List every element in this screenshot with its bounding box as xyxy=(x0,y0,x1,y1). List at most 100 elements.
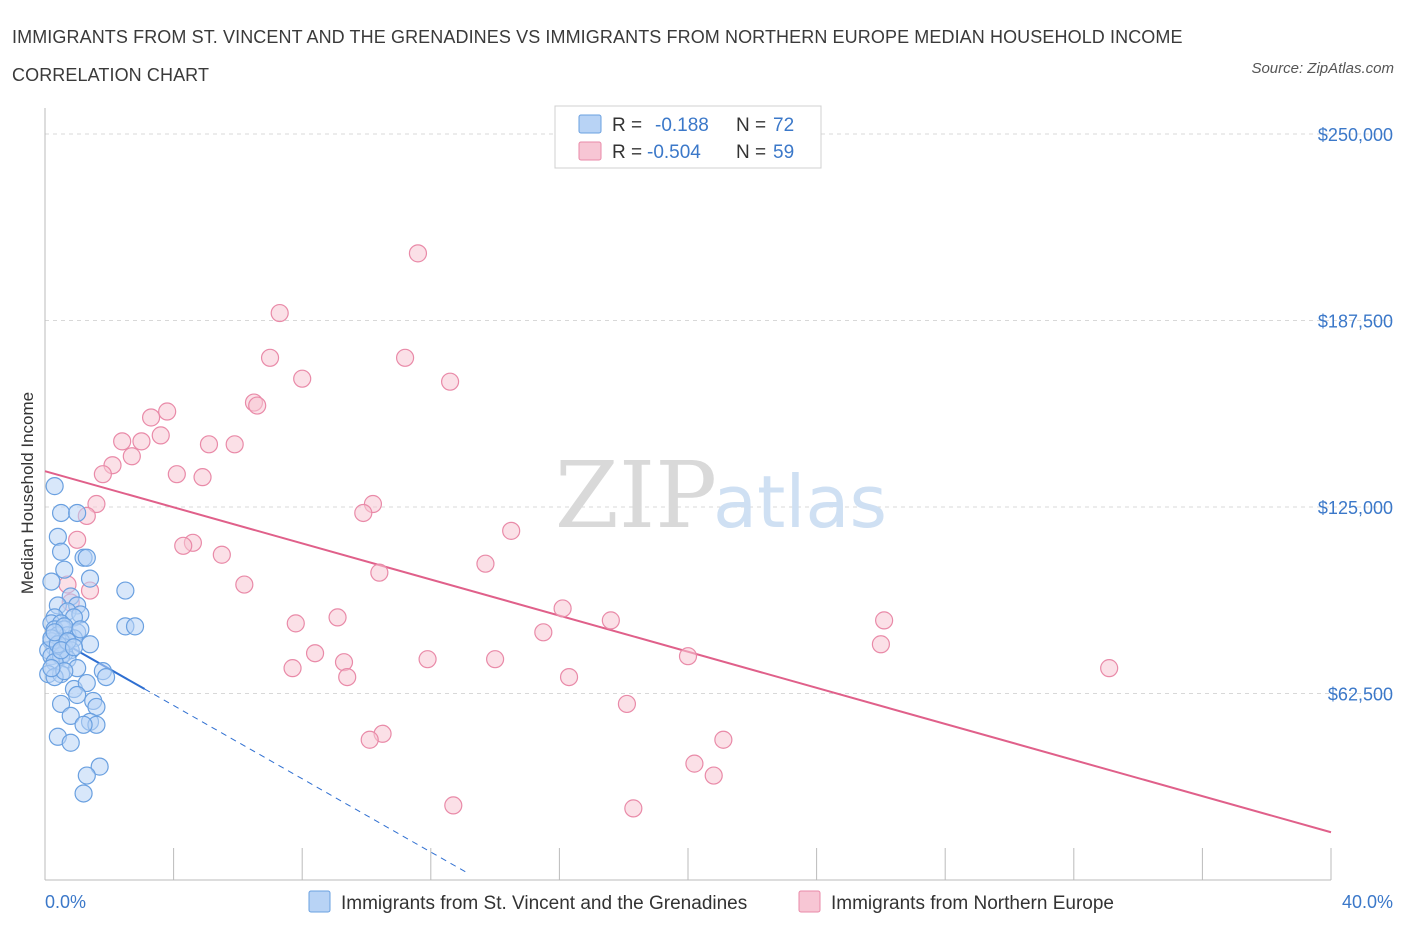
data-point-blue xyxy=(42,659,61,678)
data-point-blue xyxy=(61,706,80,725)
trend-line-blue-dashed xyxy=(144,688,470,875)
data-point-pink xyxy=(685,754,704,773)
data-point-pink xyxy=(395,348,415,367)
data-point-pink xyxy=(678,647,698,666)
data-point-blue xyxy=(125,617,145,636)
legend: R = -0.188 N = 72 R = -0.504 N = 59 xyxy=(554,105,822,169)
legend-r-label: R = xyxy=(612,115,642,136)
data-point-pink xyxy=(534,623,553,642)
legend-r-value-pink: -0.504 xyxy=(647,142,701,163)
y-tick-label: $62,500 xyxy=(1328,685,1393,705)
data-point-pink xyxy=(167,465,186,484)
data-point-blue xyxy=(45,477,64,496)
data-point-pink xyxy=(158,402,177,421)
data-point-pink xyxy=(624,799,643,818)
data-point-pink xyxy=(132,432,151,451)
data-point-pink xyxy=(212,545,231,564)
legend-swatch-pink xyxy=(578,141,602,161)
data-point-blue xyxy=(42,572,61,591)
data-point-blue xyxy=(64,638,84,657)
data-point-pink xyxy=(444,796,463,815)
data-point-blue xyxy=(80,635,100,654)
data-point-blue xyxy=(45,623,64,642)
data-point-pink xyxy=(440,372,460,391)
y-tick-label: $125,000 xyxy=(1318,498,1393,518)
data-point-blue xyxy=(51,542,71,561)
data-point-blue xyxy=(77,548,96,567)
data-point-pink xyxy=(283,659,302,678)
data-point-blue xyxy=(96,667,116,687)
data-point-pink xyxy=(93,465,112,484)
legend-r-value-blue: -0.188 xyxy=(655,115,709,136)
data-point-pink xyxy=(174,536,193,555)
data-point-pink xyxy=(248,396,267,415)
legend-n-value-pink: 59 xyxy=(773,142,794,163)
legend-n-label: N = xyxy=(736,142,766,163)
data-point-pink xyxy=(141,408,161,427)
x-tick-label: 40.0% xyxy=(1342,892,1393,912)
data-point-blue xyxy=(71,620,90,639)
data-point-pink xyxy=(286,614,305,633)
data-point-pink xyxy=(704,766,723,785)
data-point-blue xyxy=(77,766,96,785)
data-point-blue xyxy=(68,503,87,523)
y-tick-label: $250,000 xyxy=(1318,125,1393,145)
data-point-pink xyxy=(559,667,579,687)
data-point-pink xyxy=(260,348,280,367)
y-tick-label: $187,500 xyxy=(1318,312,1393,332)
data-point-blue xyxy=(55,560,74,579)
data-point-blue xyxy=(51,694,71,714)
y-tick-labels: $62,500 $125,000 $187,500 $250,000 xyxy=(1318,125,1393,705)
data-point-blue xyxy=(116,581,135,600)
data-point-pink xyxy=(113,432,132,451)
data-point-pink xyxy=(714,730,733,749)
data-point-pink xyxy=(354,503,373,523)
data-point-pink xyxy=(87,494,106,514)
watermark-atlas: atlas xyxy=(713,460,887,544)
data-point-pink xyxy=(68,530,87,549)
data-point-pink xyxy=(360,730,379,749)
data-point-blue xyxy=(74,784,93,803)
data-point-pink xyxy=(871,635,891,654)
y-axis-label: Median Household Income xyxy=(18,392,37,594)
data-point-blue xyxy=(51,503,71,523)
data-point-blue xyxy=(61,733,80,752)
points-st-vincent xyxy=(39,477,145,803)
data-point-pink xyxy=(334,653,354,672)
data-point-blue xyxy=(90,757,109,776)
bottom-legend-swatch-blue xyxy=(308,890,331,913)
data-point-blue xyxy=(48,527,67,546)
data-point-pink xyxy=(408,244,428,263)
grid-lines xyxy=(45,133,1391,694)
bottom-legend: Immigrants from St. Vincent and the Gren… xyxy=(308,890,1114,914)
data-point-pink xyxy=(418,650,437,669)
data-point-pink xyxy=(270,303,289,323)
data-point-pink xyxy=(293,369,312,388)
source-credit: Source: ZipAtlas.com xyxy=(1251,60,1394,77)
data-point-pink xyxy=(617,694,637,714)
data-point-blue xyxy=(68,685,87,705)
data-point-pink xyxy=(338,667,357,687)
data-point-pink xyxy=(199,435,219,454)
data-point-pink xyxy=(328,608,347,627)
legend-swatch-blue xyxy=(578,114,602,134)
data-point-blue xyxy=(80,569,100,588)
data-point-pink xyxy=(370,563,389,582)
watermark-zip: ZIP xyxy=(555,442,717,549)
legend-n-label: N = xyxy=(736,115,766,136)
bottom-legend-swatch-pink xyxy=(798,890,821,913)
data-point-blue xyxy=(74,715,93,734)
chart-title: IMMIGRANTS FROM ST. VINCENT AND THE GREN… xyxy=(12,27,1183,85)
axes xyxy=(44,108,1332,881)
data-point-pink xyxy=(502,521,521,540)
legend-r-label: R = xyxy=(612,142,642,163)
data-point-pink xyxy=(553,599,572,618)
x-tick-label: 0.0% xyxy=(45,892,86,912)
data-point-pink xyxy=(305,644,325,663)
watermark: ZIP atlas xyxy=(555,442,887,549)
data-point-pink xyxy=(151,426,170,445)
data-point-pink xyxy=(225,435,244,454)
bottom-legend-label-blue: Immigrants from St. Vincent and the Gren… xyxy=(341,893,747,914)
data-point-pink xyxy=(193,468,212,487)
